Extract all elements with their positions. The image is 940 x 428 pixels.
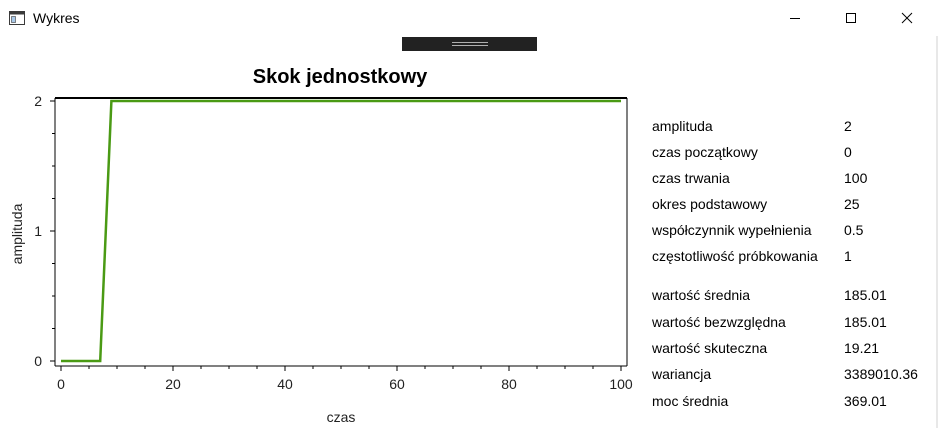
- maximize-button[interactable]: [828, 0, 874, 36]
- minimize-button[interactable]: [772, 0, 818, 36]
- line-chart: 0 20 40 60 80 100 0 1 2 czas amplituda: [9, 93, 633, 425]
- param-row-duty-cycle: współczynnik wypełnienia 0.5: [652, 220, 932, 240]
- param-label: czas początkowy: [652, 144, 758, 160]
- stat-row-rms: wartość skuteczna 19.21: [652, 338, 932, 358]
- series-line: [61, 99, 621, 363]
- stat-value: 19.21: [844, 340, 880, 356]
- close-icon: [901, 12, 913, 24]
- stat-row-absolute: wartość bezwzględna 185.01: [652, 312, 932, 332]
- stat-value: 3389010.36: [844, 366, 918, 382]
- y-tick-label: 2: [34, 93, 42, 109]
- drag-handle[interactable]: [402, 37, 537, 51]
- grip-line: [452, 42, 488, 43]
- stat-row-mean: wartość średnia 185.01: [652, 285, 932, 305]
- stat-value: 185.01: [844, 287, 887, 303]
- param-row-duration: czas trwania 100: [652, 168, 932, 188]
- y-tick-label: 1: [34, 223, 42, 239]
- stat-value: 369.01: [844, 393, 887, 409]
- y-tick-label: 0: [34, 353, 42, 369]
- param-label: czas trwania: [652, 170, 730, 186]
- param-value: 0.5: [844, 222, 864, 238]
- param-row-sampling-rate: częstotliwość próbkowania 1: [652, 246, 932, 266]
- param-label: okres podstawowy: [652, 196, 768, 212]
- x-tick-label: 40: [277, 376, 293, 392]
- param-value: 0: [844, 144, 852, 160]
- x-tick-label: 80: [501, 376, 517, 392]
- stat-label: wartość bezwzględna: [652, 314, 786, 330]
- grip-line: [452, 45, 488, 46]
- param-label: amplituda: [652, 118, 713, 134]
- param-value: 100: [844, 170, 868, 186]
- stat-value: 185.01: [844, 314, 887, 330]
- stat-label: wartość średnia: [652, 287, 751, 303]
- x-tick-label: 20: [165, 376, 181, 392]
- param-row-amplitude: amplituda 2: [652, 116, 932, 136]
- window-title: Wykres: [33, 10, 80, 26]
- x-tick-label: 60: [389, 376, 405, 392]
- stat-row-mean-power: moc średnia 369.01: [652, 391, 932, 411]
- x-axis-title: czas: [327, 409, 356, 425]
- param-value: 2: [844, 118, 852, 134]
- stat-label: moc średnia: [652, 393, 729, 409]
- param-row-period: okres podstawowy 25: [652, 194, 932, 214]
- param-value: 1: [844, 248, 852, 264]
- maximize-icon: [846, 13, 856, 23]
- y-axis-title: amplituda: [9, 203, 25, 264]
- stat-label: wariancja: [652, 366, 712, 382]
- x-tick-label: 100: [609, 376, 633, 392]
- x-tick-label: 0: [57, 376, 65, 392]
- app-window-icon: [9, 11, 25, 25]
- stat-label: wartość skuteczna: [652, 340, 768, 356]
- param-row-start-time: czas początkowy 0: [652, 142, 932, 162]
- param-value: 25: [844, 196, 860, 212]
- window-border: [936, 36, 938, 428]
- title-bar: Wykres: [0, 0, 940, 36]
- stat-row-variance: wariancja 3389010.36: [652, 364, 932, 384]
- param-label: współczynnik wypełnienia: [652, 222, 812, 238]
- close-button[interactable]: [884, 0, 930, 36]
- param-label: częstotliwość próbkowania: [652, 248, 818, 264]
- minimize-icon: [790, 18, 800, 19]
- chart-title: Skok jednostkowy: [252, 66, 428, 88]
